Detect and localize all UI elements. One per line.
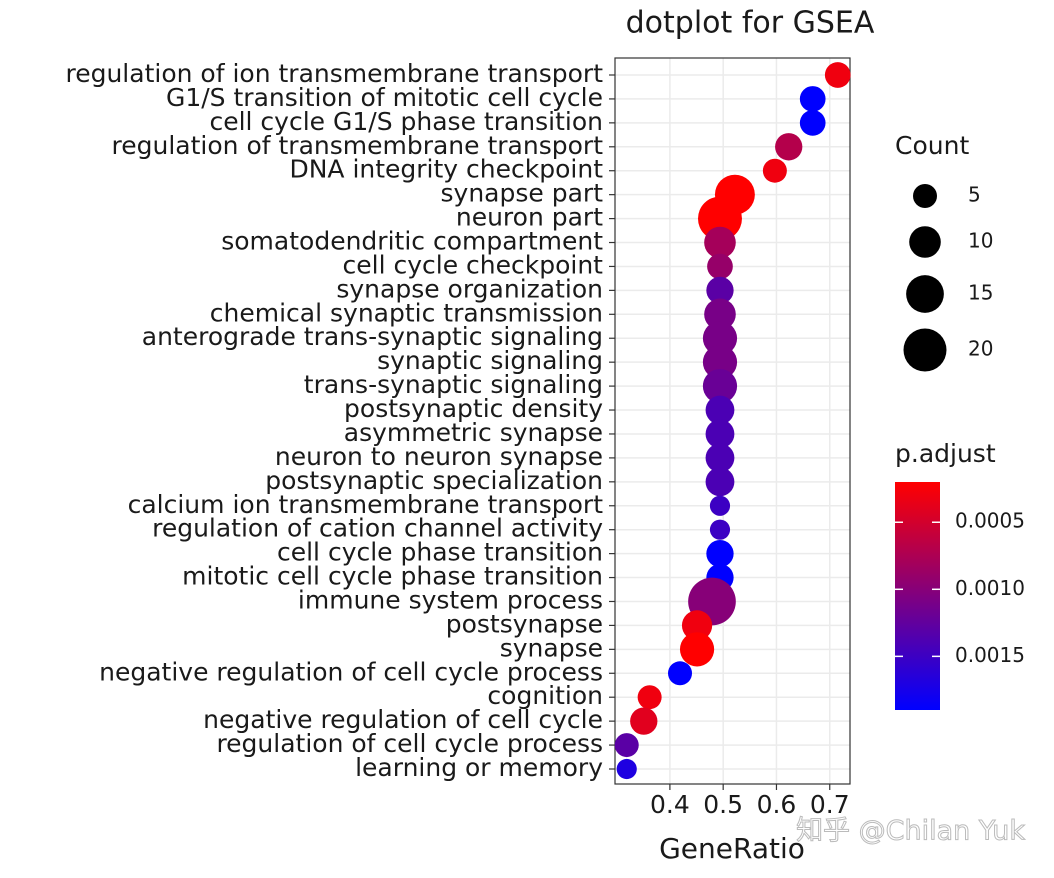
y-tick-label: cell cycle phase transition [277,538,603,567]
x-tick-label: 0.5 [703,790,743,819]
chart-title: dotplot for GSEA [626,6,875,41]
x-tick-label: 0.7 [810,790,850,819]
dot [616,758,637,780]
y-tick-label: learning or memory [355,753,603,782]
dot [709,495,731,516]
dot [614,733,639,758]
dot [705,419,735,449]
y-tick-label: neuron to neuron synapse [275,442,603,471]
dot [668,661,693,686]
y-tick-label: regulation of cell cycle process [216,729,603,758]
y-tick-label: synapse [500,633,603,662]
dot [630,707,658,735]
size-legend-key [913,184,937,208]
y-tick-label: neuron part [456,203,603,232]
dot [637,685,662,710]
dot [824,62,851,88]
dot [775,133,803,161]
y-tick-label: regulation of transmembrane transport [112,131,604,160]
x-tick-label: 0.4 [650,790,690,819]
size-legend-label: 10 [968,229,993,253]
y-tick-label: cell cycle checkpoint [343,250,604,279]
dot [762,158,787,183]
dot [706,276,734,305]
dot [799,110,826,136]
dot [705,467,735,497]
dot [705,443,735,473]
size-legend-label: 5 [968,183,981,207]
size-legend-key [903,328,947,372]
y-tick-label: somatodendritic compartment [221,227,603,256]
y-tick-label: chemical synaptic transmission [210,298,603,327]
y-tick-label: immune system process [298,585,603,614]
colorbar [895,482,940,710]
y-tick-label: G1/S transition of mitotic cell cycle [166,83,603,112]
y-tick-label: postsynapse [446,609,603,638]
y-tick-label: anterograde trans-synaptic signaling [142,322,603,351]
size-legend-label: 15 [968,281,993,305]
y-tick-label: synapse organization [336,274,603,303]
dot [705,395,735,425]
x-axis-title: GeneRatio [659,832,805,865]
colorbar-label: 0.0005 [955,509,1025,533]
y-tick-label: mitotic cell cycle phase transition [182,562,603,591]
y-tick-label: synapse part [441,179,604,208]
dot [702,321,738,356]
panel-border [614,57,851,785]
dot [706,539,734,568]
y-tick-label: postsynaptic specialization [265,466,603,495]
dot [681,610,713,641]
dot [704,298,736,331]
x-tick-label: 0.6 [757,790,797,819]
dot [707,253,733,280]
dot [697,196,742,241]
size-legend-label: 20 [968,337,993,361]
y-tick-label: regulation of ion transmembrane transpor… [65,59,603,88]
y-tick-label: postsynaptic density [344,394,603,423]
dot [679,632,715,667]
dot [702,345,738,380]
y-tick-label: synaptic signaling [377,346,603,375]
y-tick-label: trans-synaptic signaling [304,370,603,399]
size-legend-title: Count [895,131,969,160]
y-tick-label: cognition [487,681,603,710]
dot [704,226,736,259]
y-tick-label: negative regulation of cell cycle proces… [99,657,603,686]
y-tick-label: DNA integrity checkpoint [289,155,603,184]
dot [799,86,826,112]
color-legend-title: p.adjust [895,439,996,468]
y-tick-label: cell cycle G1/S phase transition [209,107,603,136]
y-tick-label: regulation of cation channel activity [152,514,603,543]
size-legend-key [906,275,944,313]
dot [702,369,738,404]
panel [615,58,850,784]
size-legend-key [909,226,941,258]
watermark: 知乎 @Chilan Yuk [796,816,1025,847]
y-tick-label: asymmetric synapse [344,418,603,447]
y-tick-label: calcium ion transmembrane transport [128,490,604,519]
dot [709,519,731,540]
y-tick-label: negative regulation of cell cycle [203,705,603,734]
colorbar-label: 0.0010 [955,576,1025,600]
colorbar-label: 0.0015 [955,643,1025,667]
